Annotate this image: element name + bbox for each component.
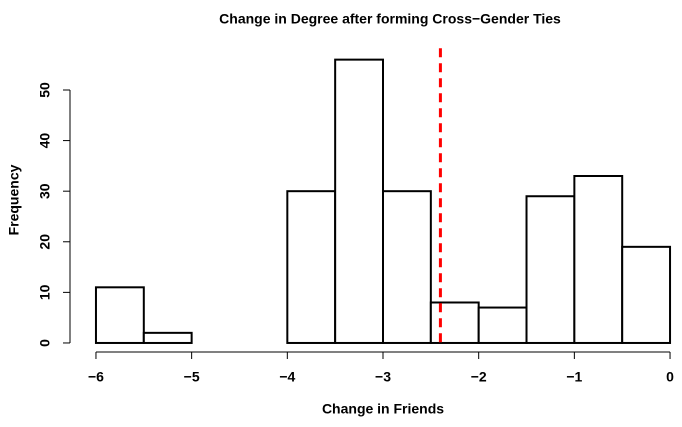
x-tick-label: −2 (471, 369, 487, 385)
x-tick-label: −4 (279, 369, 295, 385)
x-axis-label: Change in Friends (322, 401, 444, 417)
bar (334, 58, 384, 344)
bar (477, 306, 528, 344)
y-tick-label: 40 (37, 133, 53, 149)
x-tick-label: −5 (184, 369, 200, 385)
x-tick-label: −3 (375, 369, 391, 385)
x-tick-label: 0 (666, 369, 674, 385)
y-tick-label: 0 (37, 339, 53, 347)
y-tick-label: 10 (37, 284, 53, 300)
bar (142, 331, 193, 344)
chart-title: Change in Degree after forming Cross−Gen… (219, 11, 561, 27)
x-tick-label: −6 (88, 369, 104, 385)
y-axis-label: Frequency (6, 164, 22, 235)
x-tick-label: −1 (566, 369, 582, 385)
bar (94, 286, 145, 344)
bar (286, 190, 337, 344)
y-tick-label: 50 (37, 82, 53, 98)
bar (429, 301, 480, 344)
bar (621, 245, 672, 344)
bar (382, 190, 432, 344)
y-tick-label: 20 (37, 234, 53, 250)
y-tick-label: 30 (37, 183, 53, 199)
bar (525, 195, 576, 344)
bar (573, 175, 624, 344)
